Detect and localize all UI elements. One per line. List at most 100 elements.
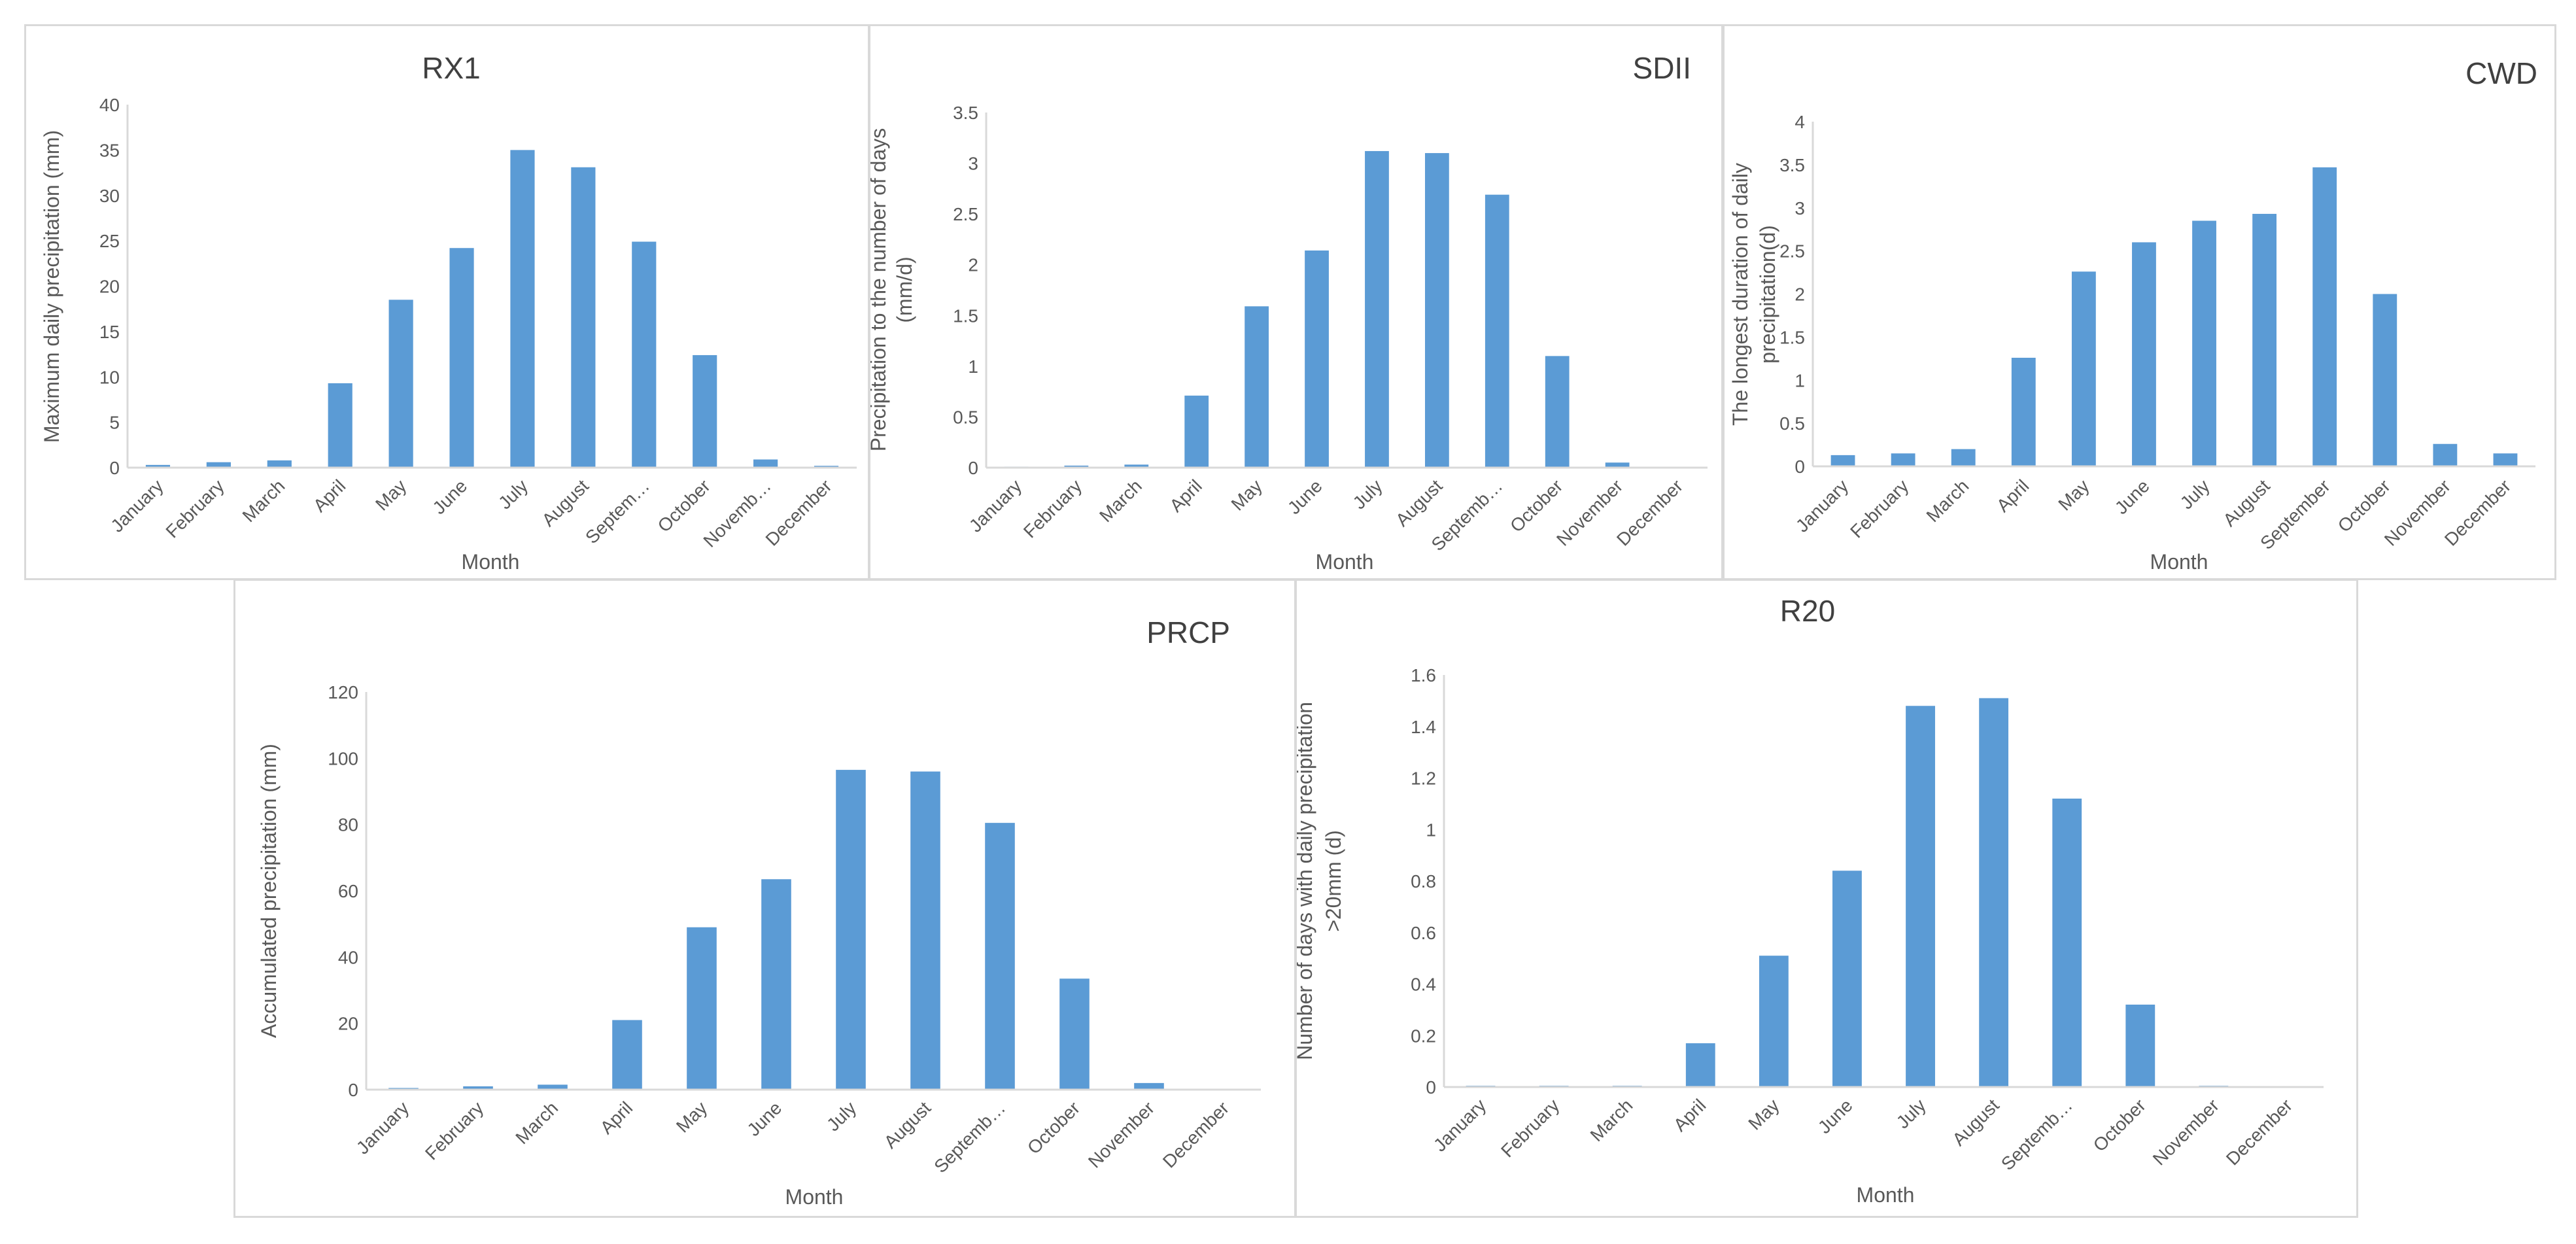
- bar-august: [571, 167, 596, 468]
- y-tick-label: 40: [99, 95, 120, 115]
- bar-january: [1830, 455, 1855, 466]
- x-tick-label: July: [2176, 475, 2214, 513]
- chart-panel-cwd: CWD 0 0.5 1 1.5 2 2.5 3 3.5 4 January February March…: [1723, 24, 2556, 580]
- bar-july: [510, 150, 535, 468]
- bar-september: [2312, 167, 2337, 466]
- y-tick-label: 1: [1795, 370, 1805, 390]
- x-tick-label: April: [1165, 475, 1206, 516]
- bar-march: [267, 460, 292, 468]
- bar-november: [1605, 462, 1630, 468]
- y-tick-label: 3: [1795, 198, 1805, 218]
- bar-july: [1906, 706, 1935, 1087]
- y-axis-label: Maximum daily precipitation (mm): [40, 130, 63, 443]
- y-tick-label: 20: [99, 277, 120, 297]
- chart-title: PRCP: [1146, 615, 1230, 649]
- bar-february: [463, 1086, 493, 1090]
- bar-august: [1424, 153, 1449, 468]
- y-tick-label: 80: [338, 815, 358, 835]
- x-tick-label: May: [2054, 475, 2093, 514]
- x-tick-label: February: [1497, 1095, 1563, 1161]
- x-tick-label: Septemb…: [930, 1097, 1009, 1177]
- y-tick-label: 3.5: [953, 103, 978, 123]
- bar-march: [1951, 449, 1976, 466]
- x-tick-label: December: [2222, 1095, 2296, 1169]
- x-tick-label: January: [965, 475, 1025, 536]
- y-tick-label: 0: [109, 458, 120, 478]
- y-tick-label: 1.5: [1779, 327, 1805, 347]
- x-tick-label: Septem…: [581, 475, 653, 547]
- x-tick-label: October: [2334, 475, 2394, 536]
- bar-august: [1979, 698, 2009, 1087]
- x-tick-label: March: [511, 1097, 562, 1148]
- bar-december: [2493, 453, 2518, 466]
- bar-october: [2373, 294, 2397, 466]
- x-tick-label: December: [2441, 475, 2515, 549]
- x-axis-label: Month: [2150, 550, 2208, 574]
- x-tick-label: February: [421, 1097, 487, 1164]
- x-tick-label: June: [2111, 475, 2154, 518]
- x-tick-label: November: [1084, 1097, 1158, 1171]
- bar-septemb: [985, 823, 1015, 1090]
- x-tick-label: June: [1814, 1095, 1857, 1137]
- y-tick-label: 0.4: [1411, 975, 1436, 995]
- bar-may: [1759, 956, 1789, 1087]
- y-tick-label: 0: [1795, 457, 1805, 477]
- y-axis-label: Precipitation to the number of days: [870, 128, 890, 452]
- y-tick-label: 120: [328, 682, 358, 702]
- x-tick-label: August: [538, 475, 593, 530]
- bar-septemb: [1485, 194, 1509, 468]
- bar-septem: [632, 241, 657, 468]
- y-tick-label: 1: [1426, 820, 1436, 840]
- x-tick-label: March: [1923, 475, 1973, 526]
- x-tick-label: January: [352, 1097, 413, 1158]
- y-tick-label: 3: [968, 154, 978, 174]
- y-tick-label: 1: [968, 356, 978, 377]
- chart-title: R20: [1780, 594, 1835, 628]
- x-tick-label: March: [1095, 475, 1146, 526]
- bar-septemb: [2052, 799, 2082, 1087]
- bar-april: [328, 383, 352, 468]
- x-tick-label: June: [1284, 475, 1326, 518]
- y-tick-label: 2.5: [953, 204, 978, 224]
- x-tick-label: April: [309, 475, 350, 516]
- x-tick-label: March: [239, 475, 289, 526]
- x-tick-label: May: [672, 1097, 711, 1136]
- y-tick-label: 3.5: [1779, 155, 1805, 175]
- x-tick-label: February: [162, 475, 228, 542]
- y-axis-label: (mm/d): [893, 256, 916, 322]
- bar-october: [693, 354, 717, 468]
- bar-may: [1245, 306, 1269, 468]
- y-tick-label: 0.5: [1779, 413, 1805, 434]
- x-tick-label: August: [2219, 475, 2274, 530]
- bar-june: [2132, 242, 2156, 466]
- chart-svg-r20: R20 0 0.2 0.4 0.6 0.8 1 1.2 1.4 1.6 January Februar…: [1297, 594, 2324, 1207]
- bar-march: [538, 1084, 568, 1090]
- bar-april: [612, 1020, 642, 1090]
- bar-january: [145, 464, 171, 468]
- bar-july: [836, 770, 866, 1090]
- x-tick-label: February: [1020, 475, 1086, 542]
- chart-title: SDII: [1633, 51, 1691, 85]
- y-tick-label: 1.5: [953, 305, 978, 326]
- x-tick-label: April: [1670, 1095, 1710, 1135]
- x-axis-label: Month: [785, 1185, 844, 1209]
- x-axis-label: Month: [1316, 550, 1374, 574]
- x-tick-label: January: [1792, 475, 1852, 536]
- x-tick-label: October: [1506, 475, 1566, 536]
- y-tick-label: 0: [348, 1080, 358, 1100]
- x-tick-label: May: [1228, 475, 1266, 514]
- x-tick-label: May: [371, 475, 410, 514]
- y-axis-label: >20mm (d): [1322, 830, 1345, 932]
- bar-novemb: [753, 459, 778, 468]
- x-tick-label: January: [107, 475, 167, 536]
- bar-june: [449, 248, 474, 468]
- chart-panel-rx1: RX1 0 5 10 15 20 25 30 35 40 January February March A…: [24, 24, 870, 580]
- bar-november: [1134, 1082, 1164, 1090]
- x-tick-label: December: [1613, 475, 1687, 549]
- x-tick-label: July: [1893, 1095, 1930, 1132]
- bar-june: [761, 879, 791, 1090]
- y-axis-label: The longest duration of daily: [1728, 163, 1752, 426]
- y-tick-label: 1.4: [1411, 717, 1436, 737]
